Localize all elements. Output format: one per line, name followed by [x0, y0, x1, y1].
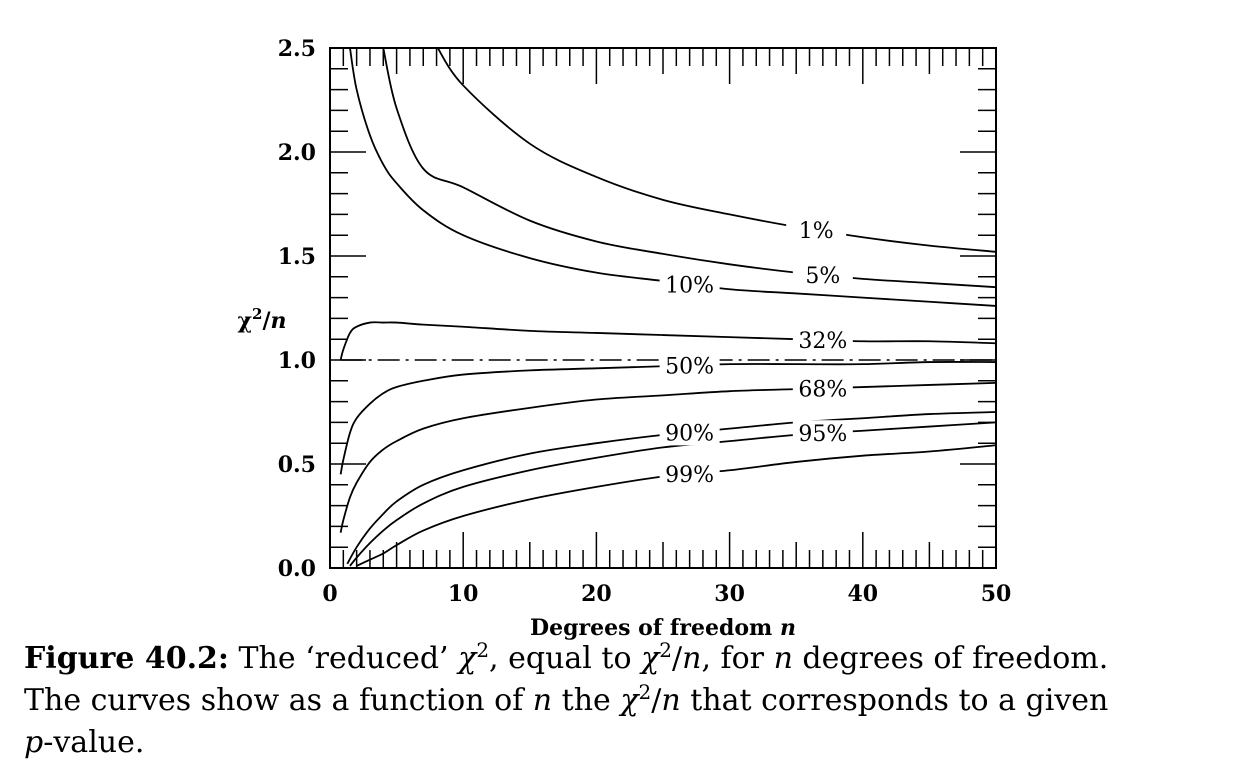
caption-squared: 2	[476, 638, 490, 662]
caption-chi: χ	[620, 683, 639, 718]
caption-text: the	[552, 683, 621, 718]
x-tick-label: 40	[847, 581, 878, 607]
curve-label: 99%	[665, 463, 714, 488]
curve-labels: 1% 5% 10% 32% 50% 68% 90% 95% 99%	[659, 217, 853, 488]
x-tick-label: 30	[714, 581, 745, 607]
x-tick-label: 10	[448, 581, 479, 607]
y-tick-label: 2.0	[278, 140, 316, 166]
curve-10%	[349, 48, 996, 307]
caption-squared: 2	[659, 638, 672, 662]
figure-caption: Figure 40.2: The ‘reduced’ χ2, equal to …	[24, 638, 1224, 764]
caption-text: /	[672, 641, 683, 676]
curve-5%	[382, 48, 996, 289]
y-tick-label: 1.0	[278, 348, 316, 374]
caption-chi: χ	[641, 641, 660, 676]
curve-label-bg	[659, 271, 720, 298]
caption-figure-number: Figure 40.2:	[24, 641, 229, 676]
curve-label: 95%	[798, 422, 847, 447]
y-tick-label: 0.0	[278, 556, 316, 582]
x-tick-label: 20	[581, 581, 612, 607]
y-axis-label: χ2/n	[238, 305, 287, 334]
caption-text: that corresponds to a given	[680, 683, 1109, 718]
curve-90%	[346, 411, 996, 565]
caption-text: The curves show as a function of	[24, 683, 533, 718]
curve-label: 32%	[798, 329, 847, 354]
curve-1%	[436, 48, 996, 253]
caption-text: The ‘reduced’	[238, 641, 459, 676]
caption-p: p	[24, 725, 44, 760]
curve-68%	[339, 381, 996, 533]
caption-text: , equal to	[489, 641, 642, 676]
plot-frame	[329, 47, 997, 569]
curve-label: 1%	[799, 219, 834, 244]
axis-ticks	[329, 47, 997, 569]
curve-label: 50%	[665, 354, 714, 379]
curve-label-bg	[792, 420, 853, 447]
x-axis-label: Degrees of freedom n	[530, 615, 796, 640]
x-tick-label: 50	[981, 581, 1012, 607]
curve-99%	[356, 444, 996, 567]
x-tick-label: 0	[322, 581, 337, 607]
curve-label-bg	[792, 375, 853, 402]
curve-label: 5%	[805, 264, 840, 289]
tick-labels: 0 10 20 30 40 50 0.0 0.5 1.0 1.5 2.0 2.5	[278, 36, 1012, 607]
curve-label-bg	[792, 262, 853, 289]
curve-label-bg	[659, 419, 720, 446]
caption-text: -value.	[43, 725, 145, 760]
curve-label-bg	[786, 217, 847, 243]
curve-label: 10%	[665, 273, 714, 298]
curve-label: 90%	[665, 421, 714, 446]
caption-n: n	[682, 641, 702, 676]
caption-squared: 2	[638, 680, 652, 704]
caption-chi: χ	[458, 641, 477, 676]
caption-text: , for	[701, 641, 774, 676]
curve-label: 68%	[798, 377, 847, 402]
caption-n: n	[661, 683, 681, 718]
curve-label-bg	[792, 327, 853, 354]
y-tick-label: 2.5	[278, 36, 316, 62]
caption-text: /	[651, 683, 662, 718]
y-tick-label: 1.5	[278, 244, 316, 270]
caption-n: n	[532, 683, 553, 718]
y-tick-label: 0.5	[278, 452, 316, 478]
chart: 0 10 20 30 40 50 0.0 0.5 1.0 1.5 2.0 2.5 1% 5% 10% 32%…	[238, 36, 1012, 640]
caption-n: n	[773, 641, 793, 676]
caption-text: degrees of freedom.	[792, 641, 1109, 676]
curve-label-bg	[659, 460, 720, 487]
curve-50%	[339, 361, 996, 475]
curve-label-bg	[659, 352, 720, 379]
